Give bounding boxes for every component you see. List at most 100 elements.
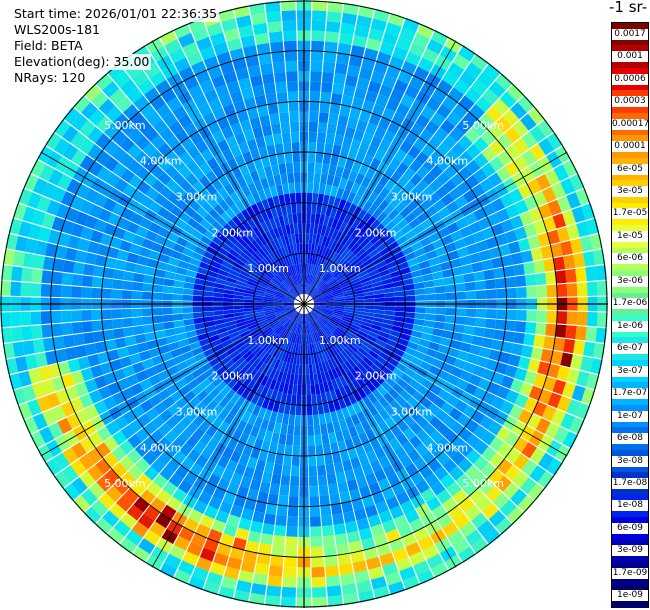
ppi-cell xyxy=(393,316,405,323)
ppi-cell xyxy=(521,442,537,459)
ppi-cell xyxy=(260,533,274,546)
ppi-cell xyxy=(457,135,473,151)
ppi-cell xyxy=(53,138,70,156)
ppi-cell xyxy=(491,257,504,269)
ppi-cell xyxy=(87,354,100,367)
ppi-cell xyxy=(137,513,155,530)
ppi-cell xyxy=(552,213,567,229)
ppi-cell xyxy=(135,457,151,473)
ppi-cell xyxy=(87,126,104,144)
ppi-cell xyxy=(451,266,464,276)
ppi-cell xyxy=(213,314,225,321)
ppi-cell xyxy=(214,282,226,290)
ppi-cell xyxy=(410,269,423,278)
ppi-cell xyxy=(317,403,325,415)
ppi-cell xyxy=(256,428,267,440)
ppi-cell xyxy=(269,368,277,379)
ppi-cell xyxy=(289,192,296,204)
ppi-cell xyxy=(337,440,347,452)
ppi-cell xyxy=(187,145,201,160)
ppi-cell xyxy=(226,556,242,570)
ppi-cell xyxy=(254,563,270,576)
ppi-cell xyxy=(479,178,494,193)
ppi-cell xyxy=(305,354,309,365)
ppi-cell xyxy=(449,127,465,142)
ppi-cell xyxy=(387,357,399,367)
ppi-cell xyxy=(495,361,508,375)
ppi-cell xyxy=(429,429,444,444)
ppi-cell xyxy=(344,437,355,450)
ppi-cell xyxy=(243,308,254,312)
ppi-cell xyxy=(335,124,347,137)
ppi-cell xyxy=(217,351,229,362)
ppi-cell xyxy=(284,256,291,267)
ppi-cell xyxy=(360,324,371,332)
ppi-cell xyxy=(333,292,344,297)
ppi-cell xyxy=(238,432,250,445)
ppi-cell xyxy=(217,116,230,131)
ppi-cell xyxy=(246,160,257,173)
ppi-cell xyxy=(340,319,351,326)
ppi-cell xyxy=(473,326,485,337)
ppi-cell xyxy=(217,477,230,492)
ppi-cell xyxy=(427,402,441,416)
ppi-cell xyxy=(126,87,144,104)
ppi-cell xyxy=(173,409,187,423)
ppi-cell xyxy=(323,326,332,335)
ppi-cell xyxy=(350,280,362,287)
ppi-cell xyxy=(293,425,301,436)
ppi-cell xyxy=(309,485,319,497)
ppi-cell xyxy=(260,352,270,363)
ppi-cell xyxy=(0,312,11,328)
ppi-cell xyxy=(320,314,330,322)
ppi-cell xyxy=(493,329,505,341)
ppi-cell xyxy=(27,399,42,416)
ppi-cell xyxy=(351,160,362,173)
ppi-cell xyxy=(319,257,326,268)
ppi-cell xyxy=(431,504,448,520)
ppi-cell xyxy=(338,397,347,409)
ppi-cell xyxy=(112,391,126,406)
ppi-cell xyxy=(399,454,413,468)
ppi-cell xyxy=(41,270,53,284)
ppi-cell xyxy=(241,185,252,198)
ppi-cell xyxy=(417,23,435,39)
ppi-cell xyxy=(137,78,155,95)
ppi-cell xyxy=(274,307,285,312)
ppi-cell xyxy=(247,64,262,78)
ppi-cell xyxy=(401,327,413,336)
ppi-cell xyxy=(254,313,266,319)
ppi-cell xyxy=(301,273,304,284)
ppi-cell xyxy=(217,246,229,257)
ppi-cell xyxy=(359,223,370,235)
ppi-cell xyxy=(253,309,265,314)
ppi-cell xyxy=(378,331,390,339)
ppi-cell xyxy=(487,172,503,188)
ppi-cell xyxy=(157,389,171,402)
ring-label: 4.00km xyxy=(140,155,182,168)
ppi-cell xyxy=(440,473,455,489)
ppi-cell xyxy=(404,509,420,524)
ppi-cell xyxy=(410,241,423,252)
ppi-cell xyxy=(375,260,387,269)
ppi-cell xyxy=(84,188,99,204)
ppi-cell xyxy=(281,586,296,598)
ppi-cell xyxy=(274,525,287,537)
ppi-cell xyxy=(485,105,503,123)
ppi-cell xyxy=(311,343,316,354)
ppi-cell xyxy=(311,576,326,588)
ppi-cell xyxy=(312,182,320,194)
ppi-cell xyxy=(562,209,576,226)
ppi-cell xyxy=(390,412,403,425)
ppi-cell xyxy=(332,197,341,209)
ppi-cell xyxy=(289,276,296,287)
ppi-cell xyxy=(178,429,192,443)
ppi-cell xyxy=(376,385,388,397)
ppi-cell xyxy=(241,410,252,423)
ppi-cell xyxy=(215,278,227,285)
ppi-cell xyxy=(307,425,315,436)
ppi-cell xyxy=(247,277,259,285)
ppi-cell xyxy=(126,252,139,264)
ppi-cell xyxy=(341,407,351,419)
ppi-cell xyxy=(277,349,285,361)
